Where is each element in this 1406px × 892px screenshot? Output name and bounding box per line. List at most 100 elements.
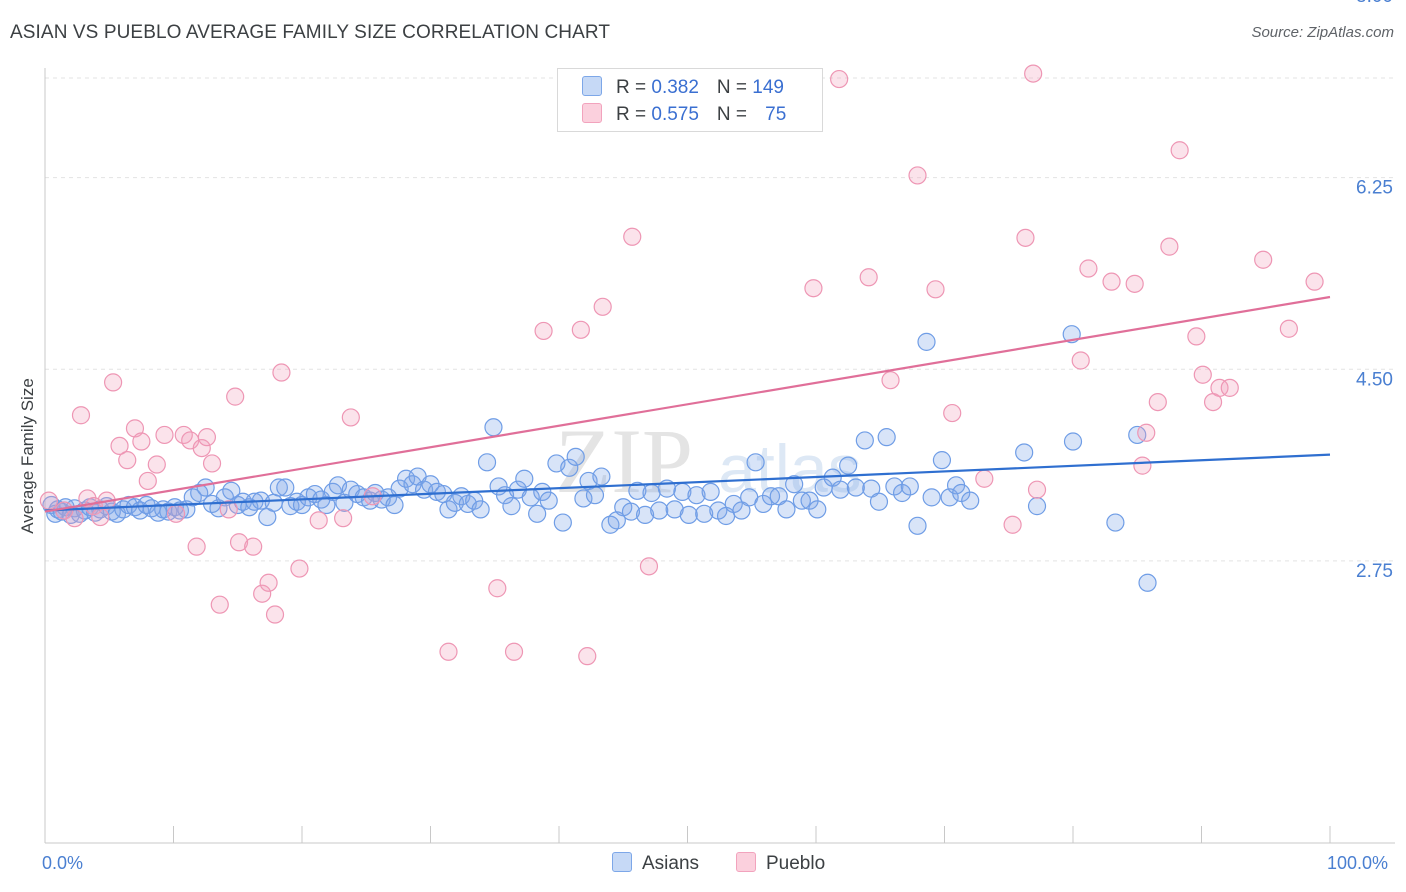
pueblo-point-40 <box>534 321 553 341</box>
pueblo-point-56 <box>1024 64 1043 83</box>
asians-point-137 <box>922 488 941 507</box>
pueblo-point-67 <box>1187 327 1206 346</box>
asians-point-69 <box>439 500 458 519</box>
pueblo-point-47 <box>830 69 849 89</box>
legend-label-pueblo: Pueblo <box>766 853 826 874</box>
pueblo-point-25 <box>226 387 245 406</box>
y-tick-label-3: 2.75 <box>1356 561 1393 582</box>
pueblo-point-0 <box>39 491 58 510</box>
pueblo-point-2 <box>65 509 84 528</box>
asians-point-144 <box>1027 497 1047 516</box>
asians-point-41 <box>269 478 288 497</box>
pueblo-point-63 <box>1137 423 1156 442</box>
asians-point-100 <box>642 483 661 503</box>
pueblo-point-70 <box>1210 378 1229 397</box>
asians-point-147 <box>1106 513 1125 532</box>
asians-point-108 <box>701 482 720 501</box>
y-tick-label-2: 4.50 <box>1356 369 1393 390</box>
asians-point-42 <box>276 478 295 497</box>
asians-point-119 <box>785 475 804 494</box>
asians-point-29 <box>196 478 215 497</box>
asians-point-97 <box>621 502 641 521</box>
asians-point-138 <box>932 451 952 470</box>
asians-point-107 <box>695 504 714 523</box>
y-tick-label-0: 8.00 <box>1356 0 1393 7</box>
pueblo-point-32 <box>290 559 309 578</box>
watermark-zip: ZIP <box>555 410 693 512</box>
asians-point-122 <box>808 500 827 519</box>
pueblo-point-22 <box>202 454 222 473</box>
pueblo-point-50 <box>908 166 927 185</box>
watermark-atlas: atlas <box>718 431 862 507</box>
pueblo-point-3 <box>71 406 91 425</box>
pueblo-point-52 <box>943 403 962 423</box>
pueblo-point-61 <box>1125 274 1144 293</box>
asians-point-74 <box>471 500 490 519</box>
pueblo-point-42 <box>578 647 597 666</box>
asians-point-90 <box>574 489 593 508</box>
pueblo-point-12 <box>132 432 151 451</box>
pueblo-point-35 <box>341 408 360 427</box>
asians-point-60 <box>385 495 404 515</box>
asians-point-98 <box>628 481 647 500</box>
y-tick-label-1: 6.25 <box>1356 178 1393 199</box>
asians-point-103 <box>665 500 684 519</box>
asians-point-149 <box>1138 573 1157 592</box>
asians-point-114 <box>746 453 765 472</box>
pueblo-point-37 <box>439 642 458 661</box>
legend-row-pueblo: R = 0.575 N = 75 <box>582 103 786 125</box>
legend-row-asians: R = 0.382 N = 149 <box>582 76 784 98</box>
asians-point-143 <box>1015 443 1034 462</box>
pueblo-point-64 <box>1148 393 1167 412</box>
legend-key-pueblo <box>736 852 756 872</box>
pueblo-point-59 <box>1079 259 1098 278</box>
asians-point-130 <box>869 492 889 511</box>
asians-point-106 <box>687 486 706 505</box>
pueblo-point-51 <box>926 280 945 299</box>
pueblo-point-73 <box>1279 319 1298 338</box>
pueblo-point-20 <box>192 438 211 458</box>
asians-point-79 <box>502 497 521 516</box>
asians-trend-line <box>44 453 1331 512</box>
asians-point-70 <box>445 493 465 512</box>
asians-point-126 <box>839 456 858 475</box>
source-credit: Source: ZipAtlas.com <box>1251 24 1394 41</box>
asians-point-125 <box>831 480 850 499</box>
pueblo-point-8 <box>104 373 123 392</box>
asians-point-135 <box>908 516 927 535</box>
chart-title: ASIAN VS PUEBLO AVERAGE FAMILY SIZE CORR… <box>10 22 611 43</box>
asians-point-115 <box>754 494 773 514</box>
pueblo-point-72 <box>1254 250 1273 269</box>
pueblo-point-31 <box>272 363 291 382</box>
asians-point-76 <box>484 418 503 437</box>
pueblo-point-44 <box>623 227 642 246</box>
asians-point-128 <box>855 431 874 450</box>
asians-point-105 <box>679 505 698 524</box>
axes <box>44 68 1395 844</box>
pueblo-point-49 <box>881 371 900 390</box>
pueblo-point-10 <box>118 451 137 470</box>
pueblo-n-value: 75 <box>765 104 787 125</box>
pueblo-point-29 <box>259 573 278 592</box>
asians-point-88 <box>560 458 579 477</box>
asians-point-99 <box>635 505 655 524</box>
trend-lines <box>44 295 1331 513</box>
pueblo-point-60 <box>1102 272 1121 291</box>
legend-swatch-pueblo <box>582 103 602 123</box>
watermark: ZIP atlas <box>555 410 862 512</box>
pueblo-point-41 <box>571 320 590 339</box>
pueblo-point-43 <box>593 297 612 316</box>
pueblo-point-38 <box>488 579 507 598</box>
asians-point-131 <box>877 428 896 447</box>
pueblo-point-33 <box>309 511 328 530</box>
pueblo-point-14 <box>147 455 166 474</box>
pueblo-point-13 <box>138 471 157 491</box>
pueblo-point-57 <box>1027 480 1047 499</box>
pueblo-point-21 <box>197 428 217 447</box>
legend-item-asians: Asians <box>612 852 699 875</box>
pueblo-point-45 <box>639 557 659 576</box>
asians-point-127 <box>846 478 865 497</box>
pueblo-point-9 <box>110 436 129 455</box>
y-tick-labels: 8.00 6.25 4.50 2.75 <box>1356 0 1393 582</box>
